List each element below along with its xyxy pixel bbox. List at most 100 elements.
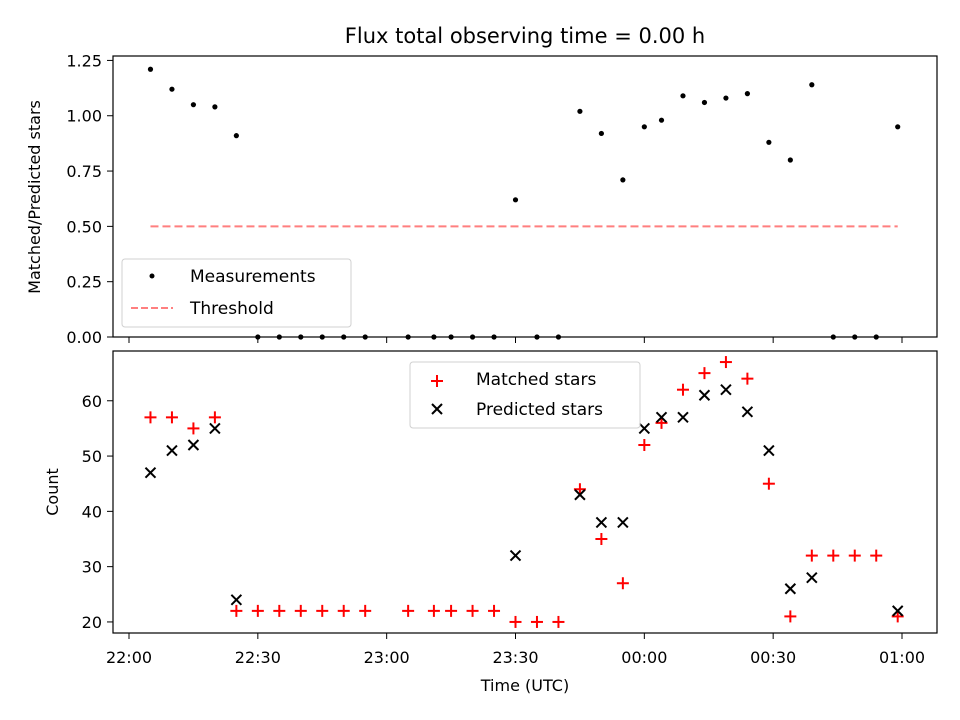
matched-star-point xyxy=(208,411,221,424)
matched-star-point xyxy=(762,477,775,490)
matched-star-point xyxy=(676,383,689,396)
predicted-star-point xyxy=(574,489,586,501)
bottom-axes-frame xyxy=(112,350,938,634)
x-tick-label: 23:30 xyxy=(492,648,538,667)
matched-star-point xyxy=(891,610,904,623)
matched-star-point xyxy=(616,577,629,590)
matched-star-point xyxy=(805,549,818,562)
x-tick-label: 22:00 xyxy=(106,648,152,667)
y-tick-label: 1.00 xyxy=(66,107,102,126)
predicted-star-point xyxy=(509,549,522,562)
matched-star-point xyxy=(848,549,861,562)
legend-measurements-marker xyxy=(149,273,155,279)
matched-star-point xyxy=(402,604,415,617)
matched-star-point xyxy=(719,356,732,369)
matched-star-point xyxy=(552,615,565,628)
x-axis-label: Time (UTC) xyxy=(480,676,569,695)
top-y-axis-label: Matched/Predicted stars xyxy=(25,100,44,294)
measurement-point xyxy=(512,197,519,203)
bottom-legend: Matched stars Predicted stars xyxy=(409,361,641,429)
predicted-star-point xyxy=(209,422,221,435)
measurement-point xyxy=(809,82,815,88)
y-tick-label: 30 xyxy=(82,558,102,577)
matched-star-point xyxy=(530,615,543,628)
matched-star-point xyxy=(165,411,178,424)
measurement-point xyxy=(680,93,686,99)
matched-star-point xyxy=(273,604,286,617)
bottom-plot-area: 20 30 40 50 60 22:00 22:30 23:00 23:30 00:00 00:30… xyxy=(82,356,925,667)
bottom-y-axis-label: Count xyxy=(43,468,62,516)
x-tick-label: 01:00 xyxy=(879,648,925,667)
matched-star-point xyxy=(638,439,651,451)
matched-star-point xyxy=(187,422,200,435)
measurement-point xyxy=(577,108,583,114)
predicted-star-point xyxy=(617,516,629,529)
predicted-star-point xyxy=(720,383,732,396)
predicted-star-point xyxy=(891,605,904,617)
y-tick-label: 0.50 xyxy=(66,217,102,236)
legend-measurements-label: Measurements xyxy=(190,267,316,287)
matched-star-point xyxy=(144,411,157,424)
x-tick-label: 23:00 xyxy=(364,648,410,667)
legend-threshold-label: Threshold xyxy=(189,299,274,319)
top-legend: Measurements Threshold xyxy=(121,258,352,328)
matched-star-point xyxy=(316,604,329,617)
measurement-point xyxy=(744,91,751,97)
predicted-star-point xyxy=(784,583,797,595)
measurement-point xyxy=(723,95,729,101)
predicted-star-point xyxy=(230,594,243,606)
matched-star-point xyxy=(488,604,501,617)
top-panel: Flux total observing time = 0.00 h Match… xyxy=(25,24,938,347)
measurement-point xyxy=(233,133,239,139)
measurement-point xyxy=(620,177,626,183)
measurement-point xyxy=(658,117,665,123)
matched-star-point xyxy=(294,604,307,617)
matched-star-point xyxy=(698,367,711,380)
matched-star-point xyxy=(870,549,883,562)
predicted-star-point xyxy=(806,571,818,584)
matched-star-point xyxy=(359,604,372,617)
legend-predicted-marker xyxy=(431,403,443,415)
measurement-point xyxy=(701,99,708,106)
y-tick-label: 60 xyxy=(82,392,102,411)
top-chart-title: Flux total observing time = 0.00 h xyxy=(345,24,705,48)
predicted-star-point xyxy=(187,439,200,451)
matched-star-point xyxy=(784,610,797,623)
predicted-star-point xyxy=(698,389,711,401)
predicted-star-point xyxy=(166,444,178,457)
x-tick-label: 22:30 xyxy=(235,648,281,667)
matched-star-point xyxy=(230,604,243,617)
y-tick-label: 0.25 xyxy=(66,273,102,292)
matched-star-point xyxy=(827,549,840,562)
measurement-point xyxy=(895,124,901,130)
matched-star-point xyxy=(509,615,522,628)
y-tick-label: 40 xyxy=(82,502,102,521)
x-tick-label: 00:00 xyxy=(621,648,667,667)
predicted-star-point xyxy=(595,516,608,529)
measurement-point xyxy=(598,130,604,137)
legend-predicted-label: Predicted stars xyxy=(476,400,603,420)
measurement-point xyxy=(787,157,793,163)
legend-matched-marker xyxy=(431,375,443,387)
predicted-star-point xyxy=(144,466,157,479)
predicted-star-point xyxy=(638,422,651,435)
top-plot-area: 0.00 0.25 0.50 0.75 1.00 1.25 xyxy=(66,51,903,347)
matched-star-point xyxy=(573,483,586,496)
matched-star-point xyxy=(427,604,440,617)
x-tick-label: 00:30 xyxy=(750,648,796,667)
bottom-panel: Count Time (UTC) 20 30 40 50 60 22:00 22:30 23:… xyxy=(43,350,938,695)
matched-star-point xyxy=(251,604,264,617)
matched-star-point xyxy=(595,533,608,545)
predicted-star-point xyxy=(763,444,775,457)
legend-matched-label: Matched stars xyxy=(476,370,596,390)
y-tick-label: 0.75 xyxy=(66,162,102,181)
measurement-point xyxy=(169,86,175,92)
matched-star-point xyxy=(466,604,479,617)
measurement-point xyxy=(147,66,154,72)
top-axes-frame xyxy=(112,55,938,338)
measurement-point xyxy=(766,139,772,145)
measurement-point xyxy=(190,102,197,108)
y-tick-label: 20 xyxy=(82,613,102,632)
predicted-star-point xyxy=(677,411,689,424)
